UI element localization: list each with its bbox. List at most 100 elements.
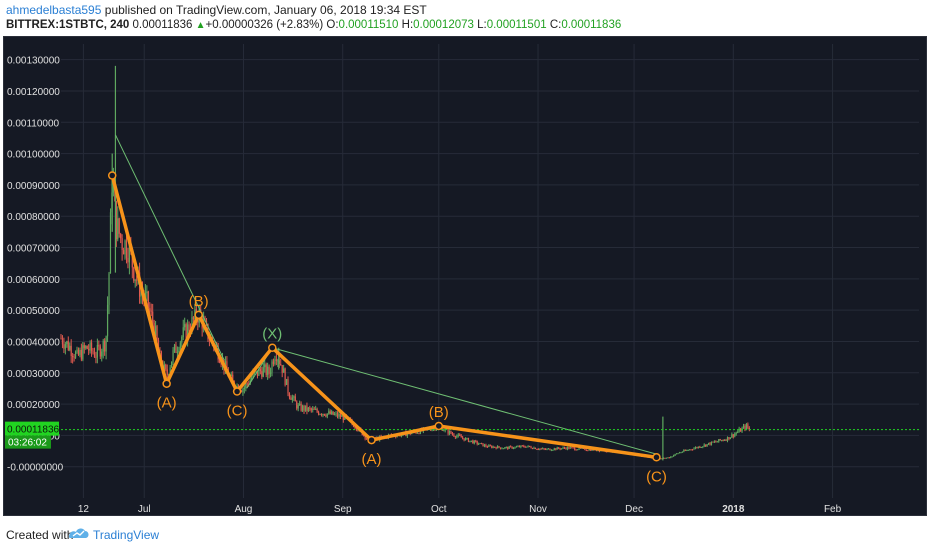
candle-body [469,440,471,442]
candle-body [275,359,277,361]
candle-body [258,369,260,376]
candle-body [431,428,433,431]
candle-body [125,240,128,258]
candle-body [475,440,477,442]
candle-body [709,442,711,445]
candle-body [447,428,449,434]
candle-body [694,447,697,449]
candle-body [101,351,103,357]
candle-body [191,317,193,332]
candle-body [259,369,261,372]
candle-body [290,397,292,400]
candle-body [83,345,85,349]
candle-body [272,361,275,365]
candle-body [555,448,557,450]
candle-body [66,341,68,345]
candle-body [96,344,98,358]
candle-body [176,351,179,353]
candle-body [722,440,724,442]
candle-body [705,444,707,447]
candle-body [219,359,221,363]
candle-body [482,443,484,447]
candle-body [127,257,129,263]
candle-body [90,342,93,352]
candle-body [64,344,66,349]
candle-body [242,389,244,393]
wave-label: (B) [189,293,209,310]
candle-body [514,446,516,448]
price-chart[interactable]: 0.00130000 0.00120000 0.00110000 0.00100000… [3,36,927,516]
candle-body [74,352,77,358]
chart-area[interactable] [3,36,927,516]
candle-body [73,356,75,358]
candle-body [232,374,234,381]
candle-body [671,456,673,458]
candle-body [246,383,248,385]
candle-body [283,368,285,373]
candle-body [448,431,451,434]
candle-body [240,391,243,393]
candle-body [274,359,276,365]
candle-body [265,364,267,375]
candle-body [572,447,574,449]
candle-body [661,458,663,460]
candle-body [80,349,82,360]
candle-body [511,446,513,449]
candle-body [659,458,662,460]
price-badge: 0.00011836 03:26:02 [5,421,60,449]
tradingview-link[interactable]: TradingView [93,528,160,542]
candle-body [480,443,483,445]
footer: Created with TradingView [0,520,932,550]
last-price: 0.00011836 [132,19,193,31]
candle-body [678,452,681,454]
candle-body [721,440,723,442]
candle-body [742,425,745,428]
candle-body [277,360,279,362]
candle-body [699,446,701,448]
candle-body [147,291,149,309]
y-tick-label: 0.00020000 [7,400,60,411]
candle-body [136,279,138,281]
candle-body [734,433,736,437]
candle-body [585,449,587,451]
candle-body [159,350,161,352]
candle-body [527,445,529,447]
candle-body [131,251,133,268]
candle-body [443,430,445,432]
candle-body [713,441,715,443]
candle-body [63,344,65,349]
candle-body [588,449,590,451]
candle-body [262,367,264,377]
candle-body [501,448,503,450]
candle-body [175,344,177,353]
candle-body [568,447,570,449]
candle-body [303,405,305,411]
candle-body [451,433,454,435]
tradingview-logo-icon[interactable] [68,526,90,542]
candle-body [489,445,491,447]
candle-body [478,443,480,445]
candle-body [328,411,330,414]
candle-body [677,453,679,455]
candle-body [558,447,560,449]
price-badge-value: 0.00011836 [7,425,60,436]
candle-body [133,267,135,281]
candle-body [463,438,465,441]
x-tick-label: Jul [138,504,151,515]
candle-body [245,383,247,388]
candle-body [271,361,273,373]
wave-point [162,379,171,388]
symbol-line: BITTREX:1STBTC, 240 0.00011836 ▲+0.00000… [6,19,621,31]
candle-body [269,372,272,374]
candle-body [457,434,459,436]
candle-body [719,439,721,441]
candle-body [163,364,165,371]
price-badge-bg [5,421,59,436]
candle-body [313,408,315,410]
candle-body [102,340,104,352]
author-link[interactable]: ahmedelbasta595 [6,3,102,17]
candle-body [549,448,551,451]
symbol-name: BITTREX:1STBTC, 240 [6,19,130,31]
candle-body [539,448,541,450]
candle-body [681,451,683,453]
